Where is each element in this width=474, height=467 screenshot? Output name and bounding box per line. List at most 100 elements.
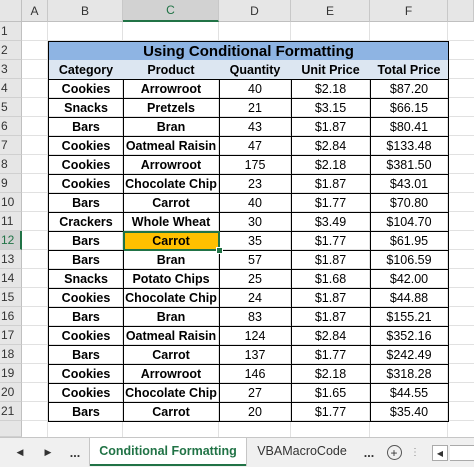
table-cell[interactable]: Bran — [123, 250, 220, 270]
table-cell[interactable]: Potato Chips — [123, 269, 220, 289]
table-cell[interactable]: $66.15 — [370, 98, 449, 118]
table-cell[interactable]: Cookies — [48, 364, 124, 384]
table-cell[interactable]: Carrot — [123, 193, 220, 213]
row-header-blank[interactable] — [0, 421, 22, 437]
table-cell[interactable]: 35 — [219, 231, 292, 251]
row-header-10[interactable]: 10 — [0, 193, 22, 212]
table-cell[interactable]: Bars — [48, 117, 124, 137]
table-cell[interactable]: $61.95 — [370, 231, 449, 251]
more-tabs-right-button[interactable]: ... — [358, 438, 380, 467]
new-sheet-button[interactable]: + — [384, 438, 404, 467]
table-cell[interactable]: $87.20 — [370, 79, 449, 99]
table-cell[interactable]: $1.87 — [291, 174, 371, 194]
table-cell[interactable]: $155.21 — [370, 307, 449, 327]
row-header-14[interactable]: 14 — [0, 269, 22, 288]
table-cell[interactable]: $2.84 — [291, 136, 371, 156]
table-cell[interactable]: 21 — [219, 98, 292, 118]
tab-vbamacrocode[interactable]: VBAMacroCode — [250, 438, 354, 464]
horizontal-scroll-left-button[interactable]: ◀ — [432, 445, 448, 461]
row-header-11[interactable]: 11 — [0, 212, 22, 231]
row-header-21[interactable]: 21 — [0, 402, 22, 421]
table-cell[interactable]: 43 — [219, 117, 292, 137]
table-cell[interactable]: $1.77 — [291, 345, 371, 365]
table-cell[interactable]: 124 — [219, 326, 292, 346]
column-header-a[interactable]: A — [22, 0, 48, 22]
fill-handle[interactable] — [216, 247, 223, 254]
table-cell[interactable]: $318.28 — [370, 364, 449, 384]
table-cell[interactable]: $1.87 — [291, 117, 371, 137]
table-cell[interactable]: Cookies — [48, 136, 124, 156]
select-all-corner[interactable] — [0, 0, 22, 22]
table-cell[interactable]: Arrowroot — [123, 79, 220, 99]
table-cell[interactable]: Arrowroot — [123, 364, 220, 384]
table-cell[interactable]: $2.18 — [291, 364, 371, 384]
table-cell[interactable]: Bran — [123, 117, 220, 137]
table-header-category[interactable]: Category — [48, 60, 124, 80]
table-cell[interactable]: Bars — [48, 345, 124, 365]
table-cell[interactable]: Chocolate Chip — [123, 174, 220, 194]
table-cell[interactable]: Cookies — [48, 174, 124, 194]
table-cell[interactable]: $3.49 — [291, 212, 371, 232]
table-cell[interactable]: $381.50 — [370, 155, 449, 175]
table-cell[interactable]: 24 — [219, 288, 292, 308]
table-cell[interactable]: 47 — [219, 136, 292, 156]
table-header-product[interactable]: Product — [123, 60, 220, 80]
row-header-16[interactable]: 16 — [0, 307, 22, 326]
table-cell[interactable]: 25 — [219, 269, 292, 289]
table-cell[interactable]: 40 — [219, 193, 292, 213]
row-header-1[interactable]: 1 — [0, 22, 22, 41]
row-header-8[interactable]: 8 — [0, 155, 22, 174]
table-cell[interactable]: Bars — [48, 250, 124, 270]
tab-conditional-formatting[interactable]: Conditional Formatting — [90, 438, 246, 466]
table-header-total-price[interactable]: Total Price — [370, 60, 449, 80]
table-cell[interactable]: Bran — [123, 307, 220, 327]
row-header-7[interactable]: 7 — [0, 136, 22, 155]
table-cell[interactable]: $3.15 — [291, 98, 371, 118]
scroll-tabs-right-button[interactable]: ▶ — [40, 438, 56, 467]
row-header-6[interactable]: 6 — [0, 117, 22, 136]
row-header-12[interactable]: 12 — [0, 231, 22, 250]
horizontal-scrollbar[interactable] — [450, 445, 474, 461]
scroll-tabs-left-button[interactable]: ◀ — [12, 438, 28, 467]
table-cell[interactable]: Pretzels — [123, 98, 220, 118]
table-cell[interactable]: Bars — [48, 307, 124, 327]
table-cell[interactable]: $104.70 — [370, 212, 449, 232]
spreadsheet-grid[interactable]: A B C D E F 1 2 3 4 5 6 7 8 9 10 11 12 13 14 15 16 17 18 19 20 21 U… — [0, 0, 474, 437]
table-cell[interactable]: Bars — [48, 402, 124, 422]
row-header-20[interactable]: 20 — [0, 383, 22, 402]
table-cell[interactable]: $42.00 — [370, 269, 449, 289]
more-tabs-left-button[interactable]: ... — [64, 438, 86, 467]
table-header-quantity[interactable]: Quantity — [219, 60, 292, 80]
table-cell[interactable]: 40 — [219, 79, 292, 99]
table-cell[interactable]: 27 — [219, 383, 292, 403]
table-cell[interactable]: Carrot — [123, 402, 220, 422]
table-cell[interactable]: $1.68 — [291, 269, 371, 289]
table-cell[interactable]: $35.40 — [370, 402, 449, 422]
column-header-b[interactable]: B — [48, 0, 123, 22]
row-header-9[interactable]: 9 — [0, 174, 22, 193]
column-header-blank[interactable] — [448, 0, 474, 22]
table-cell[interactable]: Cookies — [48, 326, 124, 346]
table-cell[interactable]: $106.59 — [370, 250, 449, 270]
row-header-13[interactable]: 13 — [0, 250, 22, 269]
table-cell[interactable]: Chocolate Chip — [123, 383, 220, 403]
table-cell[interactable]: Snacks — [48, 269, 124, 289]
table-cell[interactable]: $1.87 — [291, 250, 371, 270]
tab-split-divider[interactable]: ⋮ — [410, 438, 420, 467]
table-cell[interactable]: $1.87 — [291, 288, 371, 308]
table-cell[interactable]: $2.84 — [291, 326, 371, 346]
table-cell[interactable]: 137 — [219, 345, 292, 365]
table-cell[interactable]: $1.77 — [291, 402, 371, 422]
table-cell[interactable]: 30 — [219, 212, 292, 232]
active-cell[interactable]: Carrot — [123, 231, 220, 251]
table-cell[interactable]: $80.41 — [370, 117, 449, 137]
table-cell[interactable]: $1.65 — [291, 383, 371, 403]
table-cell[interactable]: Oatmeal Raisin — [123, 326, 220, 346]
table-cell[interactable]: Carrot — [123, 345, 220, 365]
column-header-d[interactable]: D — [219, 0, 291, 22]
row-header-18[interactable]: 18 — [0, 345, 22, 364]
table-cell[interactable]: Arrowroot — [123, 155, 220, 175]
table-cell[interactable]: 175 — [219, 155, 292, 175]
table-cell[interactable]: Bars — [48, 193, 124, 213]
table-cell[interactable]: $70.80 — [370, 193, 449, 213]
